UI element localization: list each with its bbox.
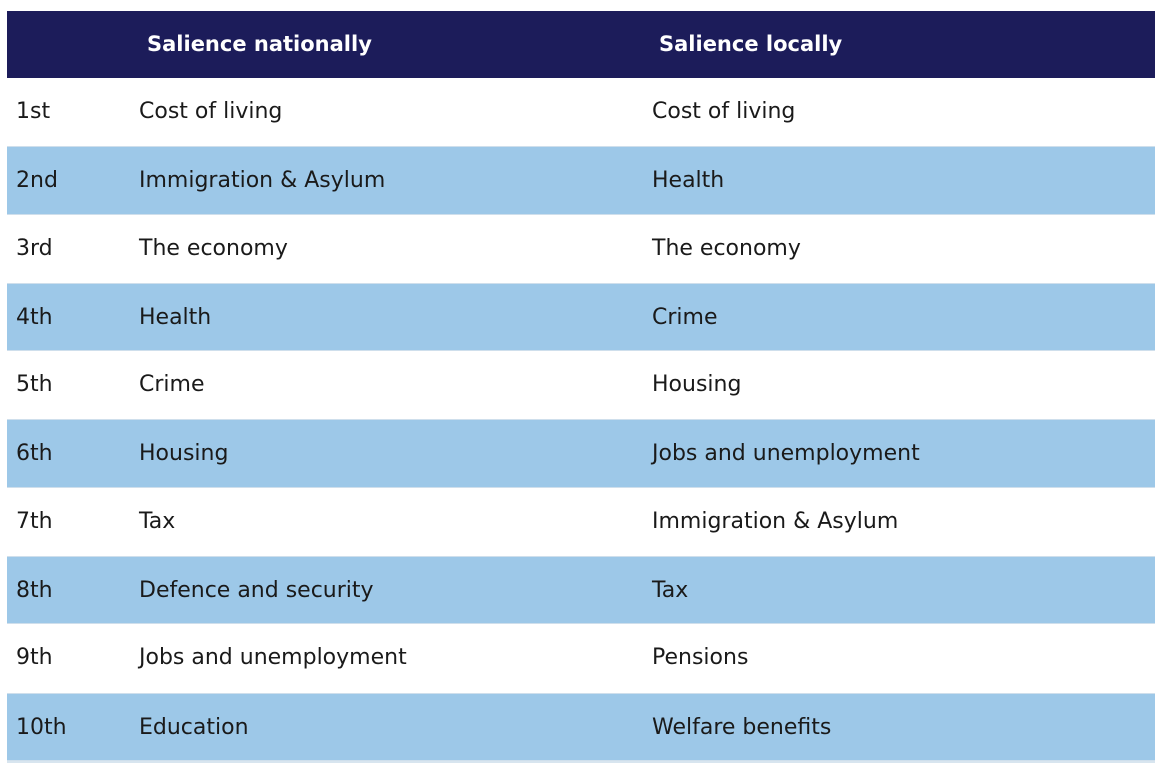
local-issue-cell: Pensions [652, 645, 749, 671]
local-issue-cell: Welfare benefits [652, 714, 832, 740]
local-issue-cell: Tax [652, 578, 689, 604]
table-row: 5th Crime Housing [7, 351, 1155, 420]
rank-cell: 8th [16, 578, 53, 604]
national-issue-cell: Crime [139, 372, 205, 398]
national-issue-cell: The economy [139, 235, 288, 261]
local-issue-cell: Health [652, 168, 725, 194]
header-salience-nationally: Salience nationally [147, 32, 372, 56]
rank-cell: 10th [16, 714, 67, 740]
table-row: 2nd Immigration & Asylum Health [7, 146, 1155, 215]
local-issue-cell: The economy [652, 235, 801, 261]
salience-table: Salience nationally Salience locally 1st… [7, 11, 1155, 763]
table-row: 3rd The economy The economy [7, 214, 1155, 283]
rank-cell: 6th [16, 441, 53, 467]
table-row: 10th Education Welfare benefits [7, 692, 1155, 761]
table-row: 4th Health Crime [7, 282, 1155, 352]
local-issue-cell: Cost of living [652, 99, 796, 124]
rank-cell: 2nd [16, 168, 58, 194]
national-issue-cell: Tax [139, 508, 176, 534]
national-issue-cell: Jobs and unemployment [139, 645, 407, 671]
rank-cell: 4th [16, 304, 53, 330]
national-issue-cell: Defence and security [139, 578, 374, 604]
rank-cell: 5th [16, 372, 53, 398]
table-row: 1st Cost of living Cost of living [7, 78, 1155, 147]
national-issue-cell: Health [139, 304, 212, 330]
rank-cell: 1st [16, 99, 51, 124]
table-bottom-divider [7, 760, 1155, 763]
national-issue-cell: Education [139, 714, 249, 740]
national-issue-cell: Cost of living [139, 99, 283, 124]
header-salience-locally: Salience locally [659, 32, 843, 56]
rank-cell: 7th [16, 508, 53, 534]
national-issue-cell: Immigration & Asylum [139, 168, 386, 194]
local-issue-cell: Housing [652, 372, 742, 398]
table-row: 9th Jobs and unemployment Pensions [7, 624, 1155, 693]
rank-cell: 9th [16, 645, 53, 671]
rank-cell: 3rd [16, 235, 53, 261]
table-row: 6th Housing Jobs and unemployment [7, 419, 1155, 488]
local-issue-cell: Crime [652, 304, 718, 330]
local-issue-cell: Jobs and unemployment [652, 441, 920, 467]
national-issue-cell: Housing [139, 441, 229, 467]
table-row: 7th Tax Immigration & Asylum [7, 487, 1155, 557]
local-issue-cell: Immigration & Asylum [652, 508, 899, 534]
table-header-row: Salience nationally Salience locally [7, 11, 1155, 78]
table-row: 8th Defence and security Tax [7, 556, 1155, 625]
